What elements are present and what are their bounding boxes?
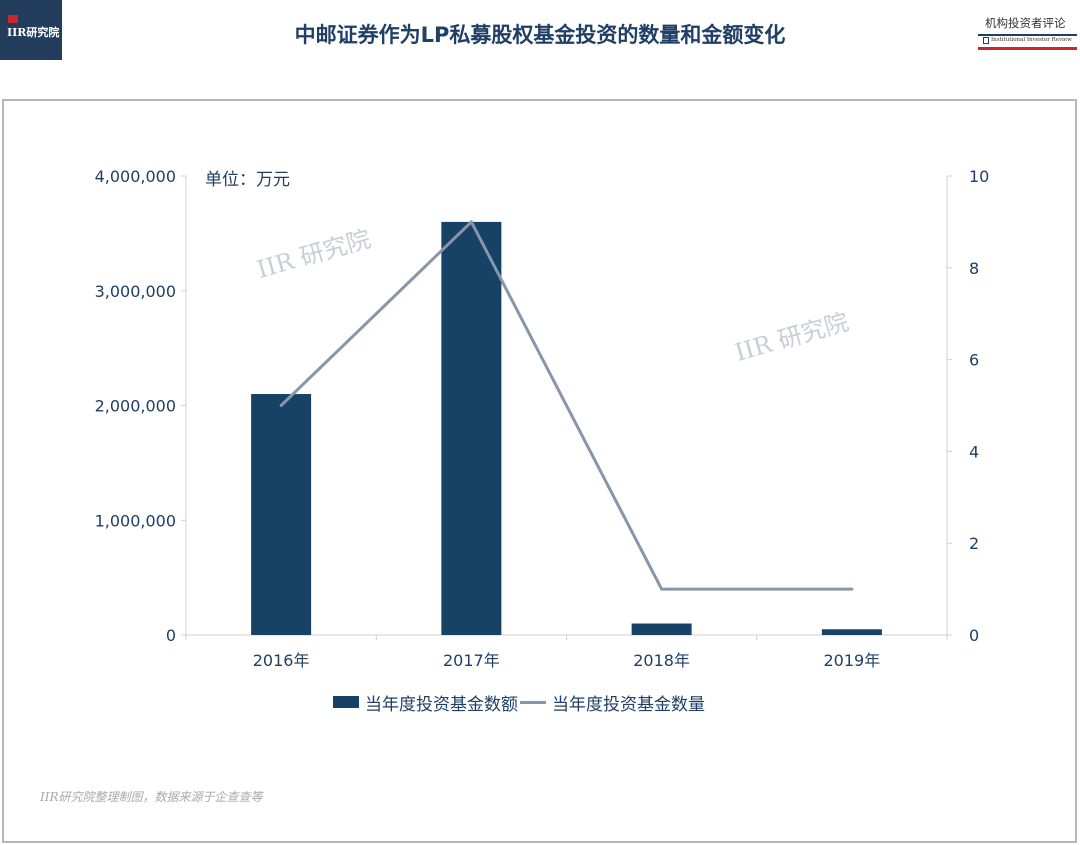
left-tick-label: 1,000,000	[95, 511, 176, 530]
iir-logo: IIR研究院	[0, 0, 62, 60]
brand-divider	[978, 34, 1077, 36]
unit-label: 单位：万元	[205, 170, 290, 190]
line-point-3	[850, 587, 854, 591]
x-tick-label: 2018年	[633, 651, 690, 670]
left-tick-label: 0	[166, 626, 176, 645]
right-tick-label: 4	[969, 442, 979, 461]
bar-amount-0	[251, 394, 312, 635]
chart-legend: 当年度投资基金数额 当年度投资基金数量	[333, 690, 705, 715]
brand-accent-bar	[978, 47, 1077, 50]
right-tick-label: 6	[969, 351, 979, 370]
right-tick-label: 2	[969, 534, 979, 553]
brand-name-cn: 机构投资者评论	[985, 16, 1066, 30]
legend-item-count: 当年度投资基金数量	[552, 694, 705, 715]
page-header: IIR研究院 中邮证券作为LP私募股权基金投资的数量和金额变化 机构投资者评论 …	[0, 0, 1080, 62]
x-tick-label: 2019年	[824, 651, 881, 670]
bar-amount-2	[631, 623, 692, 635]
line-point-0	[279, 404, 283, 407]
x-tick-label: 2016年	[253, 651, 310, 670]
source-note: IIR研究院整理制图，数据来源于企查查等	[40, 790, 263, 804]
logo-mark-icon	[8, 15, 18, 23]
watermark-text: IIR 研究院	[254, 225, 374, 284]
bar-amount-1	[441, 221, 502, 635]
logo-text: IIR研究院	[7, 26, 60, 39]
right-tick-label: 10	[969, 167, 989, 186]
page-title: 中邮证券作为LP私募股权基金投资的数量和金额变化	[294, 23, 786, 47]
line-point-2	[660, 587, 664, 591]
x-tick-label: 2017年	[443, 651, 500, 670]
legend-item-amount: 当年度投资基金数额	[365, 694, 518, 715]
left-tick-label: 2,000,000	[95, 397, 176, 416]
building-icon	[983, 37, 989, 44]
bar-amount-3	[821, 629, 882, 635]
left-tick-label: 3,000,000	[95, 282, 176, 301]
line-point-1	[469, 220, 473, 224]
left-tick-label: 4,000,000	[95, 167, 176, 186]
brand-name-en: Institutional Investor Review	[991, 37, 1072, 43]
legend-swatch-bar	[333, 696, 359, 708]
watermark-text: IIR 研究院	[732, 308, 852, 367]
right-tick-label: 8	[969, 259, 979, 278]
brand-logo: 机构投资者评论 Institutional Investor Review	[975, 10, 1077, 54]
line-count-series	[280, 220, 852, 591]
chart-frame	[2, 99, 1077, 843]
legend-swatch-line	[520, 700, 546, 704]
right-tick-label: 0	[969, 626, 979, 645]
